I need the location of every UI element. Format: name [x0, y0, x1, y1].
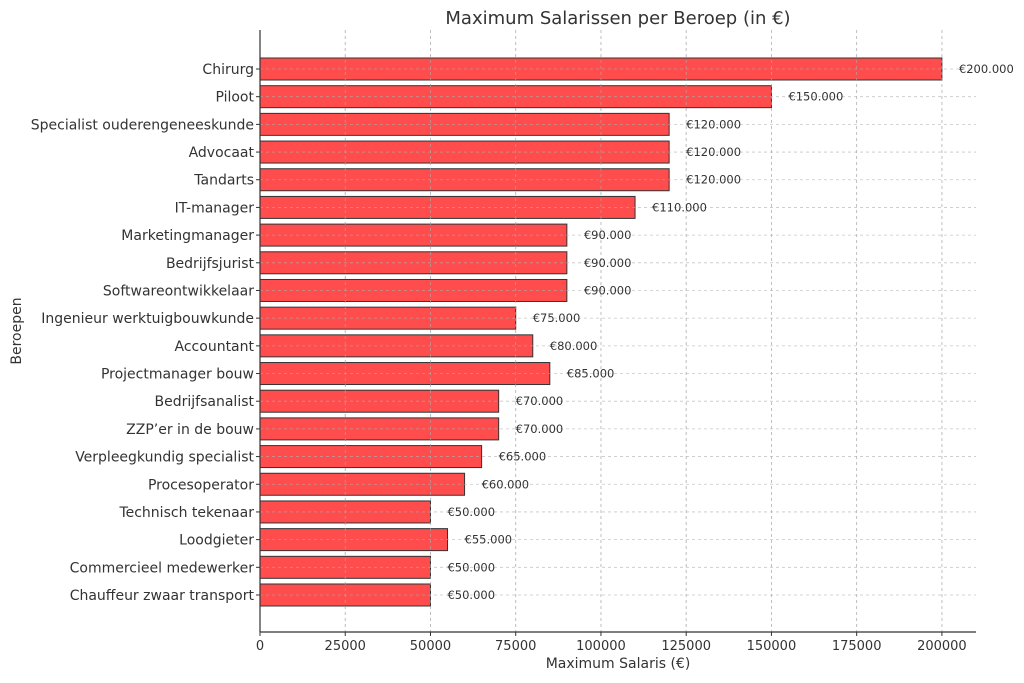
y-tick-label: Accountant: [175, 339, 255, 355]
data-label: €50.000: [447, 505, 495, 519]
data-label: €75.000: [533, 311, 581, 325]
data-label: €65.000: [499, 450, 547, 464]
x-tick-label: 0: [256, 639, 264, 654]
data-label: €200.000: [959, 62, 1014, 76]
data-label: €60.000: [482, 477, 530, 491]
data-label: €50.000: [447, 588, 495, 602]
data-label: €90.000: [584, 228, 632, 242]
x-tick-label: 200000: [917, 639, 967, 654]
y-tick-label: Procesoperator: [148, 477, 254, 493]
y-tick-labels: Chirurg Piloot Specialist ouderengeneeskun…: [31, 62, 260, 604]
data-label: €120.000: [686, 145, 741, 159]
data-label: €70.000: [516, 394, 564, 408]
data-label: €110.000: [652, 200, 707, 214]
data-labels: €200.000 €150.000 €120.000 €120.000 €120.000…: [447, 62, 1013, 602]
y-tick-label: Bedrijfsanalist: [155, 394, 255, 410]
bar: [259, 528, 449, 552]
y-tick-label: Advocaat: [189, 145, 255, 161]
y-tick-label: Softwareontwikkelaar: [103, 283, 254, 299]
x-tick-label: 125000: [661, 639, 711, 654]
y-tick-label: Chauffeur zwaar transport: [70, 588, 255, 604]
y-tick-label: Specialist ouderengeneeskunde: [31, 117, 254, 133]
data-label: €90.000: [584, 256, 632, 270]
y-tick-label: Projectmanager bouw: [101, 367, 254, 383]
y-tick-label: Marketingmanager: [121, 228, 254, 244]
data-label: €80.000: [550, 339, 598, 353]
y-tick-label: Loodgieter: [179, 533, 254, 549]
data-label: €120.000: [686, 117, 741, 131]
data-label: €50.000: [447, 560, 495, 574]
y-tick-label: Verpleegkundig specialist: [75, 450, 254, 466]
bar: [259, 417, 500, 441]
x-tick-label: 100000: [576, 639, 626, 654]
data-label: €70.000: [516, 422, 564, 436]
x-tick-label: 75000: [495, 639, 536, 654]
grid-overlay: [259, 30, 976, 632]
y-tick-label: Ingenieur werktuigbouwkunde: [41, 311, 254, 327]
y-tick-label: ZZP’er in de bouw: [126, 422, 254, 438]
chart-title: Maximum Salarissen per Beroep (in €): [445, 8, 790, 29]
bar: [259, 334, 534, 358]
x-tick-labels: 0 25000 50000 75000 100000 125000 150000 175000…: [256, 632, 967, 654]
y-tick-label: Commercieel medewerker: [70, 560, 255, 576]
data-label: €85.000: [567, 367, 615, 381]
y-axis-label: Beroepen: [9, 297, 25, 364]
bar: [259, 389, 500, 413]
y-tick-label: Piloot: [215, 90, 254, 106]
data-label: €150.000: [788, 90, 843, 104]
x-tick-label: 25000: [325, 639, 366, 654]
x-tick-label: 175000: [832, 639, 882, 654]
y-tick-label: Bedrijfsjurist: [166, 256, 255, 272]
data-label: €120.000: [686, 173, 741, 187]
x-axis-label: Maximum Salaris (€): [546, 656, 691, 672]
data-label: €55.000: [465, 533, 513, 547]
y-tick-label: IT-manager: [175, 200, 255, 216]
x-tick-label: 150000: [747, 639, 797, 654]
y-tick-label: Chirurg: [202, 62, 254, 78]
y-tick-label: Tandarts: [193, 173, 254, 189]
data-label: €90.000: [584, 283, 632, 297]
y-tick-label: Technisch tekenaar: [118, 505, 254, 521]
x-tick-label: 50000: [410, 639, 451, 654]
